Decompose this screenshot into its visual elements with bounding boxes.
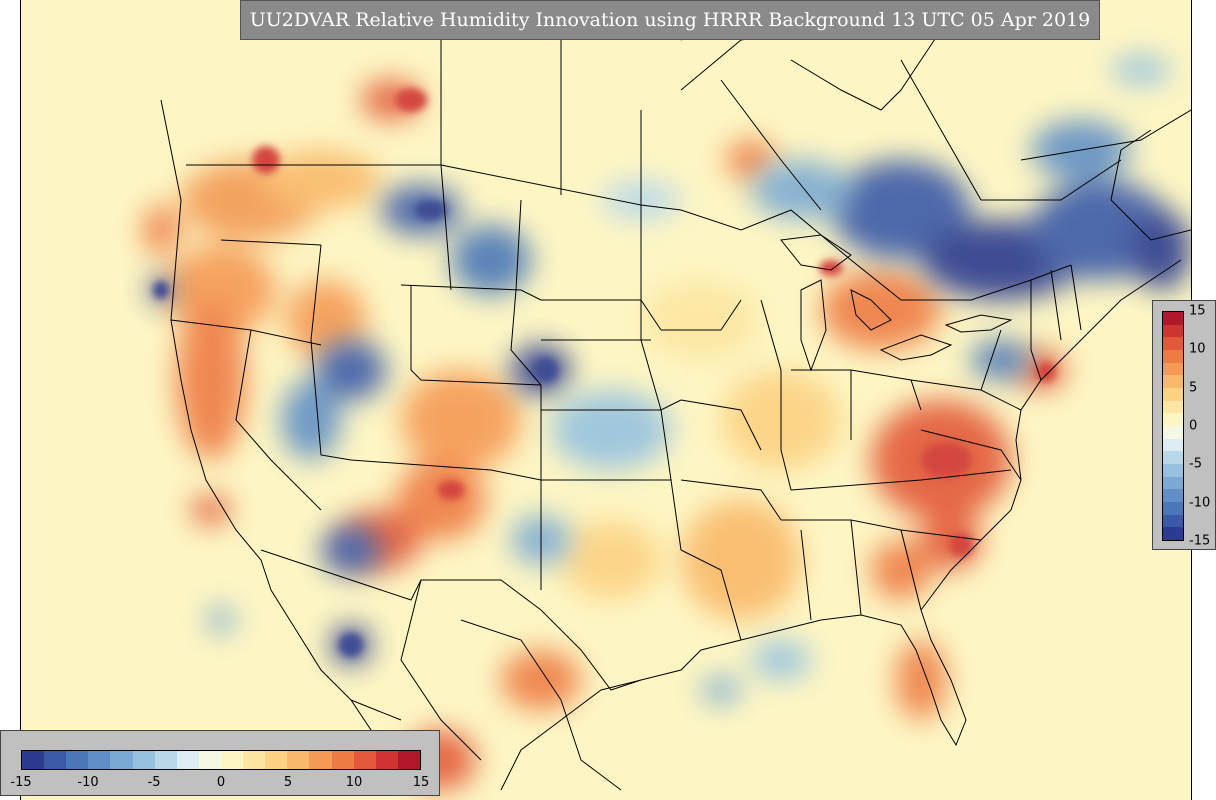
colorbar-swatch — [1163, 451, 1183, 465]
colorbar-horizontal: -15 -10 -5 0 5 10 15 — [0, 730, 440, 796]
colorbar-swatch — [243, 751, 266, 769]
colorbar-v-tick: 5 — [1189, 380, 1198, 396]
colorbar-h-tick: 10 — [345, 775, 363, 790]
map-title: UU2DVAR Relative Humidity Innovation usi… — [240, 0, 1100, 40]
colorbar-swatch — [1163, 426, 1183, 439]
colorbar-h-tick: 5 — [283, 775, 293, 790]
colorbar-v-tick: -10 — [1189, 495, 1211, 511]
colorbar-swatch — [1163, 388, 1183, 401]
colorbar-swatch — [1163, 362, 1183, 376]
colorbar-swatch — [1163, 312, 1183, 325]
colorbar-swatch — [22, 751, 45, 769]
colorbar-swatch — [176, 751, 199, 769]
colorbar-h-tick: 15 — [412, 775, 430, 790]
colorbar-swatch — [1163, 527, 1183, 541]
colorbar-h-tick: 0 — [216, 775, 226, 790]
colorbar-swatch — [220, 751, 244, 769]
colorbar-swatch — [1163, 400, 1183, 414]
colorbar-swatch — [1163, 375, 1183, 389]
colorbar-swatch — [1163, 413, 1183, 427]
colorbar-swatch — [353, 751, 376, 769]
colorbar-swatch — [154, 751, 177, 769]
map-canvas — [143, 0, 1191, 791]
boundaries — [160, 0, 1191, 791]
colorbar-vertical: 15 10 5 0 -5 -10 -15 — [1152, 300, 1216, 550]
colorbar-vertical-gradient — [1162, 311, 1184, 541]
colorbar-swatch — [1163, 350, 1183, 363]
colorbar-swatch — [1163, 438, 1183, 452]
map-panel — [20, 0, 1192, 800]
colorbar-v-tick: 0 — [1189, 418, 1198, 434]
colorbar-swatch — [331, 751, 354, 769]
colorbar-v-tick: 10 — [1189, 341, 1206, 357]
colorbar-swatch — [1163, 489, 1183, 503]
colorbar-v-tick: -5 — [1189, 456, 1202, 472]
colorbar-h-tick: -5 — [147, 775, 161, 790]
colorbar-swatch — [198, 751, 221, 769]
colorbar-v-tick: -15 — [1189, 533, 1211, 549]
colorbar-swatch — [397, 751, 420, 769]
colorbar-swatch — [287, 751, 310, 769]
colorbar-horizontal-gradient — [21, 750, 421, 770]
colorbar-h-tick: -15 — [10, 775, 32, 790]
colorbar-swatch — [1163, 476, 1183, 490]
colorbar-swatch — [1163, 502, 1183, 515]
colorbar-swatch — [309, 751, 332, 769]
colorbar-swatch — [1163, 337, 1183, 351]
colorbar-swatch — [1163, 324, 1183, 338]
colorbar-swatch — [265, 751, 288, 769]
colorbar-swatch — [132, 751, 155, 769]
colorbar-swatch — [1163, 464, 1183, 477]
colorbar-swatch — [375, 751, 398, 769]
colorbar-swatch — [110, 751, 133, 769]
colorbar-swatch — [88, 751, 111, 769]
colorbar-swatch — [1163, 514, 1183, 528]
colorbar-swatch — [44, 751, 67, 769]
colorbar-h-tick: -10 — [77, 775, 99, 790]
colorbar-v-tick: 15 — [1189, 303, 1206, 319]
colorbar-swatch — [66, 751, 89, 769]
